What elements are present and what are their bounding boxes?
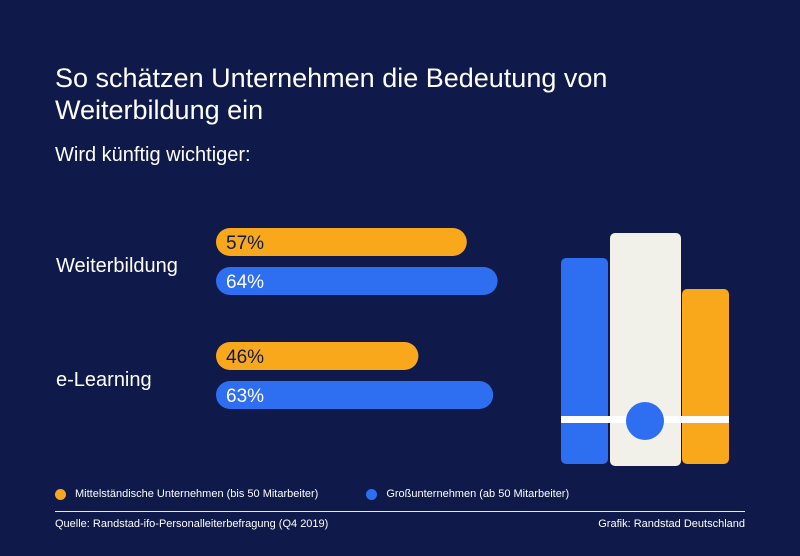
book-blue: [561, 258, 608, 464]
footer-divider: [55, 511, 745, 512]
book-cream: [610, 233, 681, 466]
bar-gross-1: [216, 381, 494, 409]
bar-value-label: 63%: [226, 386, 264, 407]
books-illustration-icon: [561, 233, 729, 466]
legend: Mittelständische Unternehmen (bis 50 Mit…: [55, 488, 617, 500]
book-emblem: [626, 402, 664, 440]
legend-item-mittelstand: Mittelständische Unternehmen (bis 50 Mit…: [55, 488, 318, 500]
bar-value-label: 64%: [226, 272, 264, 293]
legend-label: Großunternehmen (ab 50 Mitarbeiter): [386, 488, 570, 500]
bar-value-label: 46%: [226, 347, 264, 368]
bar-chart: Weiterbildung 57% 64% e-Learning 46% 63%: [56, 228, 498, 409]
source-note: Quelle: Randstad-ifo-Personalleiterbefra…: [55, 518, 329, 530]
legend-label: Mittelständische Unternehmen (bis 50 Mit…: [75, 488, 319, 500]
bar-value-label: 57%: [226, 233, 264, 254]
legend-item-gross: Großunternehmen (ab 50 Mitarbeiter): [366, 488, 569, 500]
category-label: Weiterbildung: [56, 255, 178, 277]
bar-mittelstand-1: [216, 342, 419, 370]
book-orange: [682, 289, 729, 464]
chart-title: So schätzen Unternehmen die Bedeutung vo…: [55, 63, 608, 125]
legend-dot-orange: [55, 488, 66, 500]
category-label: e-Learning: [56, 369, 152, 391]
chart-subtitle: Wird künftig wichtiger:: [55, 144, 251, 166]
bar-gross-0: [216, 267, 498, 295]
legend-dot-blue: [366, 488, 378, 500]
bar-mittelstand-0: [216, 228, 467, 256]
graphic-credit: Grafik: Randstad Deutschland: [598, 518, 745, 530]
